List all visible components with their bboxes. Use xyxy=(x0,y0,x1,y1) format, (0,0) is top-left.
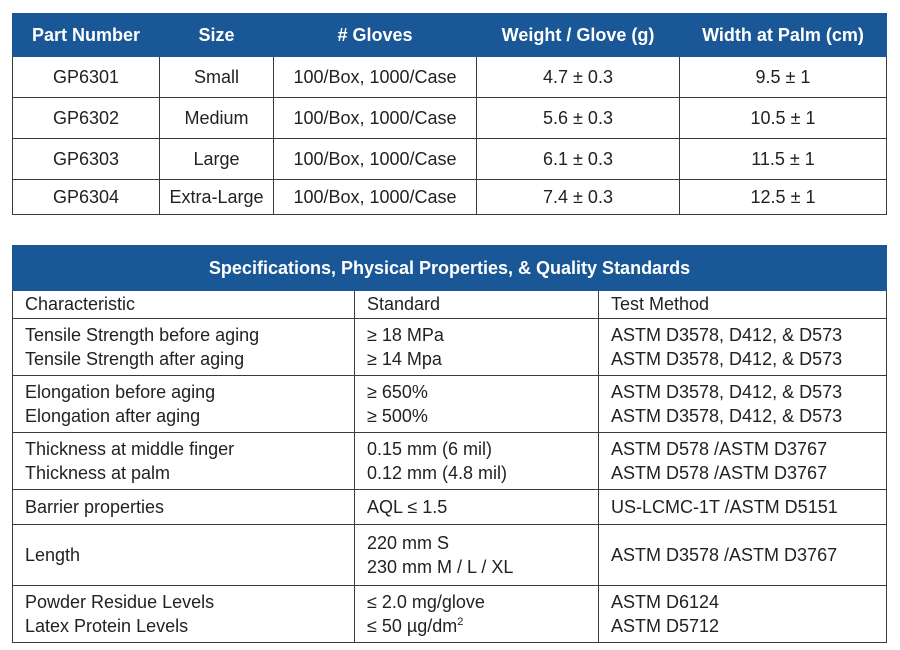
gloves-cell: 100/Box, 1000/Case xyxy=(273,179,477,215)
width-cell: 12.5 ± 1 xyxy=(679,179,887,215)
table-row: Barrier properties AQL ≤ 1.5 US-LCMC-1T … xyxy=(12,489,888,525)
part-number-cell: GP6303 xyxy=(12,138,160,180)
characteristic-line: Powder Residue Levels xyxy=(25,592,215,612)
superscript: 2 xyxy=(457,616,464,628)
gloves-cell: 100/Box, 1000/Case xyxy=(273,138,477,180)
header-part-number: Part Number xyxy=(12,13,160,57)
part-number-cell: GP6304 xyxy=(12,179,160,215)
characteristic-line: Latex Protein Levels xyxy=(25,616,189,636)
characteristic-line: Tensile Strength after aging xyxy=(25,349,245,369)
specs-header-row: Characteristic Standard Test Method xyxy=(12,290,888,319)
standard-cell: ≥ 650% ≥ 500% xyxy=(354,375,599,433)
method-line: ASTM D3578, D412, & D573 xyxy=(611,382,843,402)
characteristic-line: Elongation before aging xyxy=(25,382,216,402)
table-row: Elongation before aging Elongation after… xyxy=(12,375,888,433)
size-cell: Small xyxy=(159,56,274,98)
standard-cell: 220 mm S 230 mm M / L / XL xyxy=(354,524,599,586)
parts-header-row: Part Number Size # Gloves Weight / Glove… xyxy=(12,13,887,57)
standard-line: 220 mm S xyxy=(367,533,450,553)
characteristic-cell: Tensile Strength before aging Tensile St… xyxy=(12,318,355,376)
header-gloves: # Gloves xyxy=(273,13,477,57)
header-characteristic: Characteristic xyxy=(12,290,355,319)
gloves-cell: 100/Box, 1000/Case xyxy=(273,56,477,98)
method-line: ASTM D5712 xyxy=(611,616,720,636)
header-test-method: Test Method xyxy=(597,290,888,319)
width-cell: 11.5 ± 1 xyxy=(679,138,887,180)
standard-line: ≥ 650% xyxy=(367,382,428,402)
characteristic-cell: Thickness at middle finger Thickness at … xyxy=(12,432,355,490)
standard-line: ≥ 18 MPa xyxy=(367,325,444,345)
gloves-cell: 100/Box, 1000/Case xyxy=(273,97,477,139)
parts-table: Part Number Size # Gloves Weight / Glove… xyxy=(12,13,887,215)
characteristic-cell: Elongation before aging Elongation after… xyxy=(12,375,355,433)
standard-cell: AQL ≤ 1.5 xyxy=(354,489,599,525)
size-cell: Large xyxy=(159,138,274,180)
specs-title: Specifications, Physical Properties, & Q… xyxy=(11,245,888,291)
method-line: ASTM D3578, D412, & D573 xyxy=(611,406,843,426)
part-number-cell: GP6302 xyxy=(12,97,160,139)
table-row: GP6304 Extra-Large 100/Box, 1000/Case 7.… xyxy=(12,179,887,215)
standard-line: ≥ 500% xyxy=(367,406,428,426)
standard-line: 230 mm M / L / XL xyxy=(367,557,514,577)
method-line: ASTM D3578, D412, & D573 xyxy=(611,349,843,369)
method-line: ASTM D6124 xyxy=(611,592,720,612)
standard-line: 0.12 mm (4.8 mil) xyxy=(367,463,508,483)
width-cell: 9.5 ± 1 xyxy=(679,56,887,98)
table-row: Tensile Strength before aging Tensile St… xyxy=(12,318,888,376)
weight-cell: 6.1 ± 0.3 xyxy=(476,138,680,180)
weight-cell: 4.7 ± 0.3 xyxy=(476,56,680,98)
header-width: Width at Palm (cm) xyxy=(679,13,887,57)
standard-text: ≤ 50 µg/dm xyxy=(367,616,458,636)
characteristic-cell: Length xyxy=(12,524,355,586)
specs-title-row: Specifications, Physical Properties, & Q… xyxy=(11,245,888,291)
table-row: Length 220 mm S 230 mm M / L / XL ASTM D… xyxy=(12,524,888,586)
standard-line: ≤ 50 µg/dm2 xyxy=(367,614,598,638)
table-row: GP6302 Medium 100/Box, 1000/Case 5.6 ± 0… xyxy=(12,97,887,139)
size-cell: Medium xyxy=(159,97,274,139)
header-weight: Weight / Glove (g) xyxy=(476,13,680,57)
standard-cell: ≥ 18 MPa ≥ 14 Mpa xyxy=(354,318,599,376)
method-line: ASTM D578 /ASTM D3767 xyxy=(611,463,828,483)
method-line: ASTM D3578, D412, & D573 xyxy=(611,325,843,345)
table-row: Thickness at middle finger Thickness at … xyxy=(12,432,888,490)
header-standard: Standard xyxy=(354,290,599,319)
characteristic-line: Elongation after aging xyxy=(25,406,201,426)
method-line: ASTM D578 /ASTM D3767 xyxy=(611,439,828,459)
header-size: Size xyxy=(159,13,274,57)
table-row: GP6303 Large 100/Box, 1000/Case 6.1 ± 0.… xyxy=(12,138,887,180)
standard-line: 0.15 mm (6 mil) xyxy=(367,439,493,459)
characteristic-line: Tensile Strength before aging xyxy=(25,325,260,345)
characteristic-cell: Powder Residue Levels Latex Protein Leve… xyxy=(12,585,355,643)
characteristic-line: Thickness at middle finger xyxy=(25,439,235,459)
table-row: GP6301 Small 100/Box, 1000/Case 4.7 ± 0.… xyxy=(12,56,887,98)
part-number-cell: GP6301 xyxy=(12,56,160,98)
method-cell: US-LCMC-1T /ASTM D5151 xyxy=(597,489,888,525)
specs-table: Specifications, Physical Properties, & Q… xyxy=(11,245,888,643)
characteristic-line: Thickness at palm xyxy=(25,463,171,483)
method-cell: ASTM D578 /ASTM D3767 ASTM D578 /ASTM D3… xyxy=(597,432,888,490)
method-cell: ASTM D3578 /ASTM D3767 xyxy=(597,524,888,586)
weight-cell: 5.6 ± 0.3 xyxy=(476,97,680,139)
standard-cell: ≤ 2.0 mg/glove ≤ 50 µg/dm2 xyxy=(354,585,599,643)
method-cell: ASTM D3578, D412, & D573 ASTM D3578, D41… xyxy=(597,375,888,433)
table-row: Powder Residue Levels Latex Protein Leve… xyxy=(12,585,888,643)
size-cell: Extra-Large xyxy=(159,179,274,215)
standard-cell: 0.15 mm (6 mil) 0.12 mm (4.8 mil) xyxy=(354,432,599,490)
standard-line: ≤ 2.0 mg/glove xyxy=(367,592,485,612)
characteristic-cell: Barrier properties xyxy=(12,489,355,525)
standard-line: ≥ 14 Mpa xyxy=(367,349,442,369)
width-cell: 10.5 ± 1 xyxy=(679,97,887,139)
method-cell: ASTM D3578, D412, & D573 ASTM D3578, D41… xyxy=(597,318,888,376)
weight-cell: 7.4 ± 0.3 xyxy=(476,179,680,215)
method-cell: ASTM D6124 ASTM D5712 xyxy=(597,585,888,643)
